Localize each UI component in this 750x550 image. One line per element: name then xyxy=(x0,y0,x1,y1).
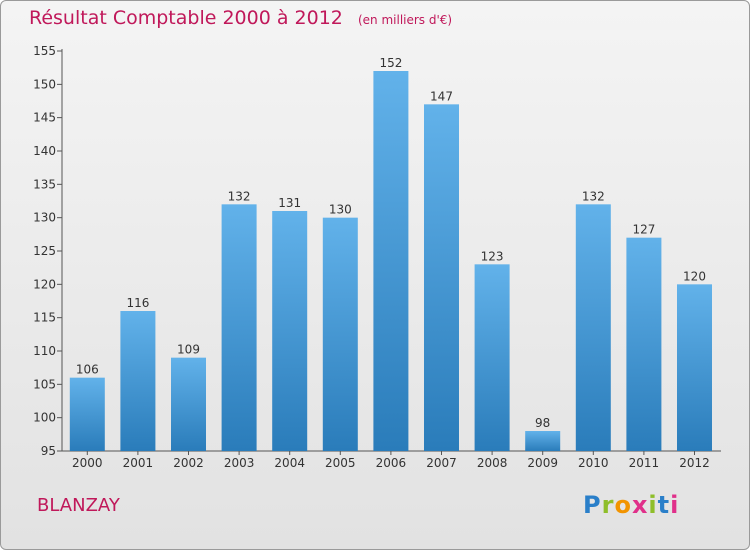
value-label: 152 xyxy=(379,56,402,70)
y-tick-label: 100 xyxy=(33,411,56,425)
x-tick-label: 2005 xyxy=(325,456,356,470)
y-tick-label: 155 xyxy=(33,44,56,58)
chart-labels: 95 100 105 110 115 120 125 130 135 140 145 150 155 20… xyxy=(33,44,710,470)
bar-2009 xyxy=(525,431,561,451)
x-tick-label: 2012 xyxy=(679,456,710,470)
logo-letter: x xyxy=(631,491,649,519)
y-tick-label: 115 xyxy=(33,311,56,325)
y-tick-label: 125 xyxy=(33,244,56,258)
y-tick-label: 110 xyxy=(33,344,56,358)
value-label: 120 xyxy=(683,269,706,283)
y-tick-label: 150 xyxy=(33,77,56,91)
value-label: 127 xyxy=(632,223,655,237)
value-label: 130 xyxy=(329,203,352,217)
logo-letter: t xyxy=(657,491,671,519)
bar-2003 xyxy=(221,204,257,451)
chart-title-block: Résultat Comptable 2000 à 2012 (en milli… xyxy=(29,7,452,29)
chart-bars xyxy=(69,71,712,451)
bar-2011 xyxy=(626,237,662,451)
x-tick-label: 2001 xyxy=(123,456,154,470)
bar-2004 xyxy=(272,211,308,451)
bar-2005 xyxy=(322,217,358,451)
y-tick-label: 145 xyxy=(33,111,56,125)
value-label: 106 xyxy=(76,363,99,377)
bar-2001 xyxy=(120,311,156,451)
y-tick-label: 140 xyxy=(33,144,56,158)
bar-2012 xyxy=(677,284,712,451)
value-label: 132 xyxy=(582,189,605,203)
value-label: 147 xyxy=(430,89,453,103)
y-tick-label: 120 xyxy=(33,277,56,291)
x-tick-label: 2003 xyxy=(224,456,255,470)
bar-2008 xyxy=(474,264,510,451)
x-tick-label: 2008 xyxy=(477,456,508,470)
logo-letter: i xyxy=(648,491,658,519)
y-tick-label: 130 xyxy=(33,211,56,225)
bar-2006 xyxy=(373,71,409,451)
logo-letter: o xyxy=(614,491,632,519)
value-label: 109 xyxy=(177,343,200,357)
logo-letter: P xyxy=(583,491,602,519)
y-tick-label: 105 xyxy=(33,377,56,391)
value-label: 123 xyxy=(481,249,504,263)
x-tick-label: 2000 xyxy=(72,456,103,470)
logo-letter: r xyxy=(601,491,615,519)
bar-2010 xyxy=(575,204,611,451)
commune-name: BLANZAY xyxy=(37,495,120,516)
value-label: 98 xyxy=(535,416,550,430)
proxiti-logo: Proxiti xyxy=(583,491,679,519)
x-tick-label: 2010 xyxy=(578,456,609,470)
value-label: 116 xyxy=(126,296,149,310)
bar-2007 xyxy=(424,104,459,451)
bar-2000 xyxy=(69,377,105,451)
x-tick-label: 2007 xyxy=(426,456,457,470)
x-tick-label: 2006 xyxy=(376,456,407,470)
y-tick-label: 135 xyxy=(33,177,56,191)
logo-letter: i xyxy=(670,491,680,519)
x-tick-label: 2009 xyxy=(527,456,558,470)
x-tick-label: 2011 xyxy=(629,456,660,470)
value-label: 132 xyxy=(228,189,251,203)
bar-2002 xyxy=(171,357,206,451)
x-tick-label: 2002 xyxy=(173,456,204,470)
y-tick-label: 95 xyxy=(41,444,56,458)
value-label: 131 xyxy=(278,196,301,210)
chart-subtitle: (en milliers d'€) xyxy=(357,13,453,27)
x-tick-label: 2004 xyxy=(274,456,305,470)
chart-title: Résultat Comptable 2000 à 2012 xyxy=(29,7,343,29)
